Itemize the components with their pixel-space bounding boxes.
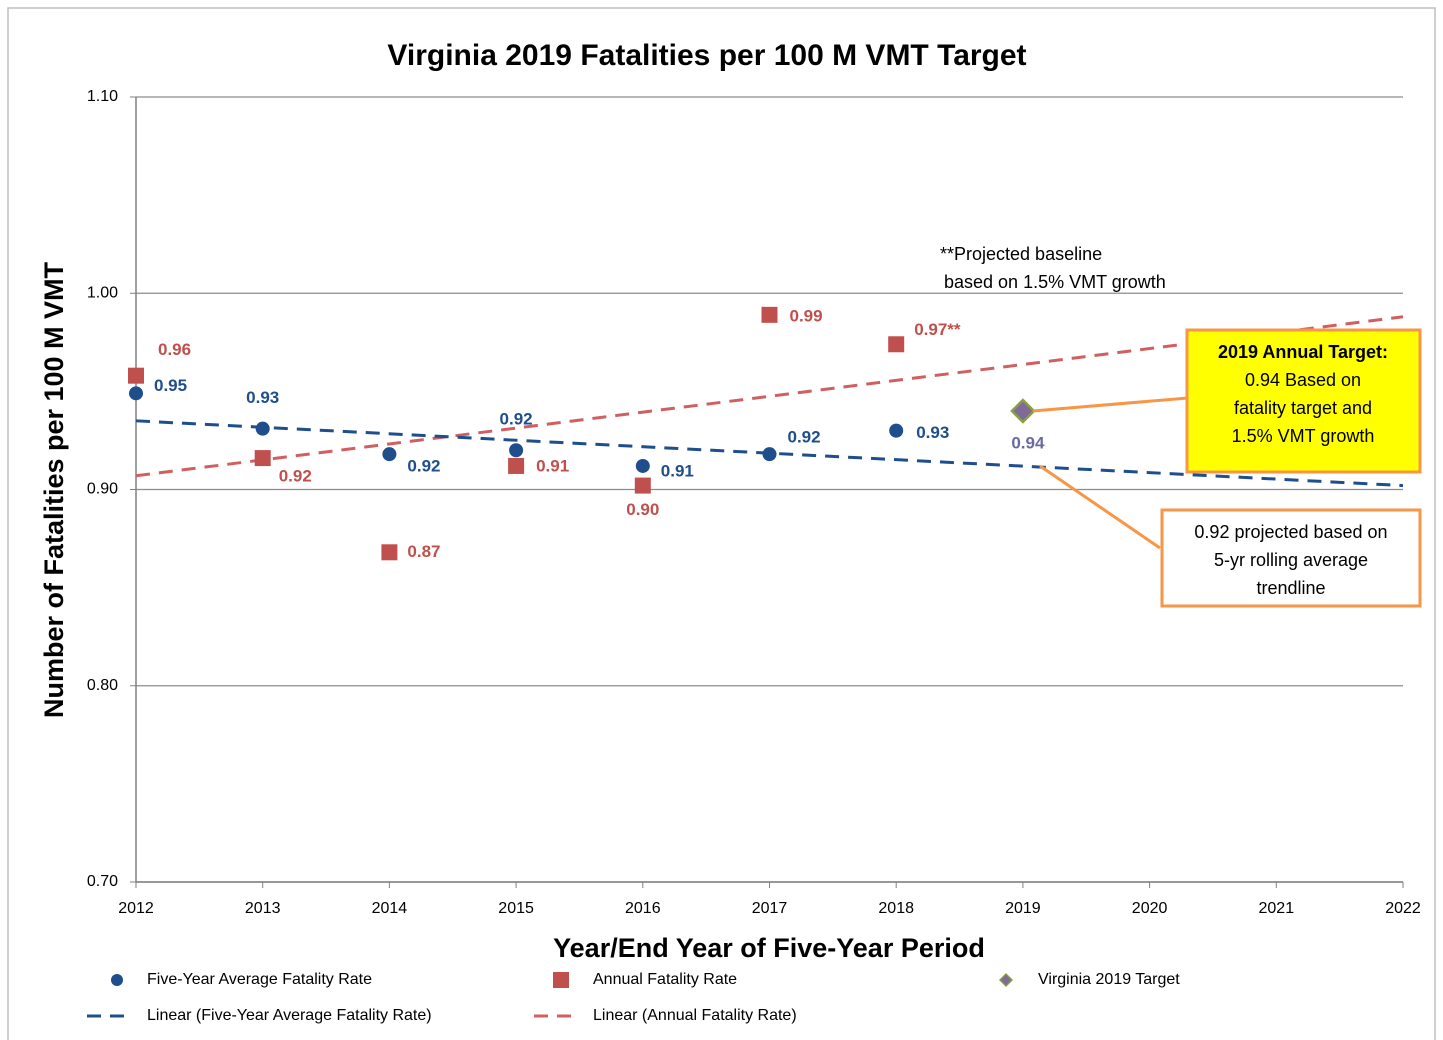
data-label: 0.90 bbox=[626, 500, 659, 519]
legend-label: Five-Year Average Fatality Rate bbox=[147, 971, 372, 988]
point bbox=[381, 544, 398, 561]
data-label: 0.92 bbox=[500, 410, 533, 429]
y-tick-label: 1.00 bbox=[87, 284, 118, 301]
data-label: 0.93 bbox=[246, 388, 279, 407]
data-label: 0.99 bbox=[790, 306, 823, 325]
data-label: 0.91 bbox=[661, 461, 694, 480]
annotation: **Projected baseline bbox=[940, 244, 1102, 264]
data-label: 0.93 bbox=[916, 423, 949, 442]
data-label: 0.94 bbox=[1011, 433, 1045, 452]
callout-box bbox=[1185, 328, 1422, 474]
x-axis-title: Year/End Year of Five-Year Period bbox=[553, 933, 985, 963]
point bbox=[761, 306, 778, 323]
callout-text: 0.92 projected based on bbox=[1194, 522, 1387, 542]
callout-box bbox=[1160, 508, 1422, 608]
annotations: **Projected baseline based on 1.5% VMT gr… bbox=[940, 244, 1422, 608]
callout-text: 2019 Annual Target: bbox=[1218, 342, 1388, 362]
callout-text: fatality target and bbox=[1234, 398, 1372, 418]
x-tick-label: 2017 bbox=[752, 900, 788, 917]
x-tick-label: 2016 bbox=[625, 900, 661, 917]
data-label: 0.95 bbox=[154, 376, 187, 395]
point bbox=[508, 457, 525, 474]
legend-swatch bbox=[553, 972, 569, 988]
data-label: 0.97** bbox=[914, 320, 961, 339]
data-label: 0.91 bbox=[536, 456, 569, 475]
callout-leader bbox=[1032, 396, 1189, 413]
x-tick-label: 2022 bbox=[1385, 900, 1421, 917]
legend-label: Linear (Annual Fatality Rate) bbox=[593, 1007, 797, 1024]
point bbox=[509, 443, 524, 458]
point bbox=[254, 450, 271, 467]
x-tick-label: 2012 bbox=[118, 900, 154, 917]
x-tick-label: 2019 bbox=[1005, 900, 1041, 917]
x-tick-label: 2021 bbox=[1259, 900, 1295, 917]
data-label: 0.92 bbox=[279, 467, 312, 486]
y-tick-label: 0.90 bbox=[87, 481, 118, 498]
point bbox=[762, 447, 777, 462]
x-tick-label: 2013 bbox=[245, 900, 281, 917]
point bbox=[129, 386, 143, 401]
x-tick-label: 2015 bbox=[498, 900, 534, 917]
y-axis-title: Number of Fatalities per 100 M VMT bbox=[39, 261, 69, 718]
x-tick-label: 2020 bbox=[1132, 900, 1168, 917]
data-label: 0.87 bbox=[407, 542, 440, 561]
point bbox=[889, 423, 904, 438]
point bbox=[255, 421, 270, 436]
data-label: 0.96 bbox=[158, 340, 191, 359]
annotation: based on 1.5% VMT growth bbox=[944, 272, 1166, 292]
point bbox=[888, 336, 905, 353]
x-tick-label: 2014 bbox=[372, 900, 408, 917]
grid: 0.70 0.80 0.90 1.00 1.10 2012 2013 2014 2015 2016… bbox=[87, 88, 1421, 917]
callout-text: 1.5% VMT growth bbox=[1232, 426, 1375, 446]
legend-swatch bbox=[998, 972, 1014, 988]
point bbox=[634, 477, 651, 494]
x-tick-label: 2018 bbox=[878, 900, 914, 917]
chart-title: Virginia 2019 Fatalities per 100 M VMT T… bbox=[387, 39, 1026, 72]
callout-leader bbox=[1039, 464, 1161, 550]
data-label: 0.92 bbox=[788, 428, 821, 447]
point bbox=[128, 367, 144, 384]
data-label: 0.92 bbox=[407, 457, 440, 476]
y-tick-label: 0.70 bbox=[87, 873, 118, 890]
y-tick-label: 0.80 bbox=[87, 677, 118, 694]
point bbox=[1010, 398, 1036, 424]
callout-text: trendline bbox=[1256, 578, 1325, 598]
legend-label: Linear (Five-Year Average Fatality Rate) bbox=[147, 1007, 432, 1024]
legend-label: Virginia 2019 Target bbox=[1038, 971, 1180, 988]
callout-text: 5-yr rolling average bbox=[1214, 550, 1368, 570]
y-tick-label: 1.10 bbox=[87, 88, 118, 105]
legend-label: Annual Fatality Rate bbox=[593, 971, 737, 988]
point bbox=[635, 458, 650, 473]
callout-text: 0.94 Based on bbox=[1245, 370, 1361, 390]
legend-swatch bbox=[111, 974, 123, 986]
legend: Five-Year Average Fatality Rate Annual Fa… bbox=[87, 971, 1180, 1024]
point bbox=[382, 447, 397, 462]
